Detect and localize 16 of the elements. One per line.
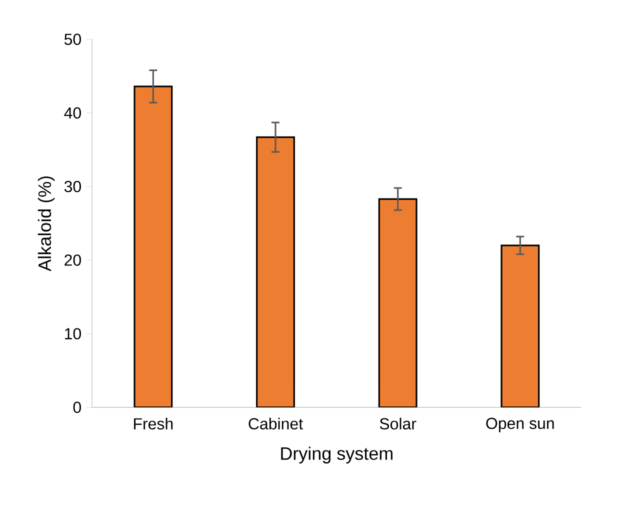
- x-tick-label: Open sun: [486, 418, 554, 432]
- y-tick-label: 40: [64, 107, 81, 119]
- bar: [500, 244, 540, 408]
- x-axis-title: Drying system: [281, 446, 392, 464]
- y-tick-label: 30: [64, 180, 81, 192]
- x-tick-label: Cabinet: [248, 418, 303, 430]
- y-tick-label: 20: [64, 254, 81, 266]
- y-axis-title: Alkaloid (%): [38, 176, 55, 272]
- y-tick-label: 10: [65, 328, 81, 340]
- bar: [256, 136, 295, 408]
- y-tick-label: 50: [64, 34, 81, 45]
- x-tick-label: Solar: [380, 418, 416, 430]
- y-tick-label: 0: [73, 402, 81, 413]
- bar: [378, 198, 418, 408]
- bar: [134, 86, 173, 408]
- x-tick-label: Fresh: [134, 418, 173, 430]
